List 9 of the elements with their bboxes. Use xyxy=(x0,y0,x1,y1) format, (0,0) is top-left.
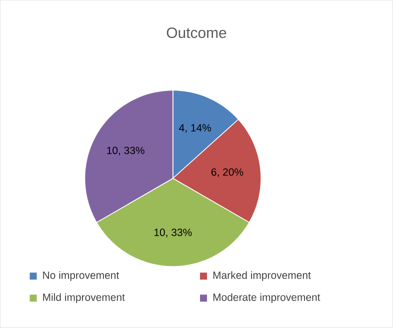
legend-label: No improvement xyxy=(43,271,120,282)
data-label: 10, 33% xyxy=(107,146,144,156)
data-label: 10, 33% xyxy=(154,228,192,238)
chart-title: Outcome xyxy=(166,27,226,38)
data-label: 6, 20% xyxy=(211,168,244,178)
legend-label: Marked improvement xyxy=(213,271,311,282)
legend-label: Moderate improvement xyxy=(213,293,320,304)
legend-label: Mild improvement xyxy=(43,293,125,304)
data-label: 4, 14% xyxy=(179,124,212,133)
